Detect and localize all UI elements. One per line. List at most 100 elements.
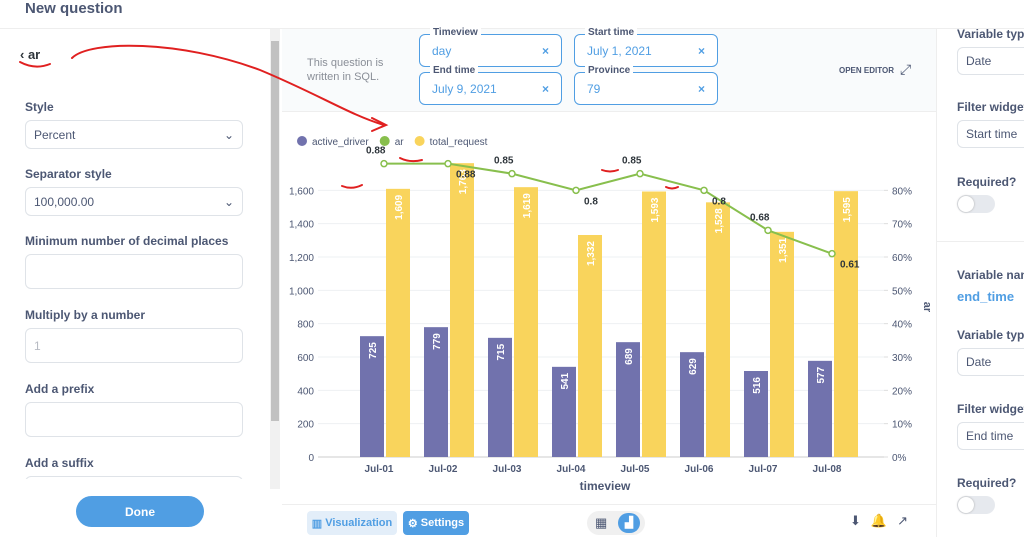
toolbar: This question is written in SQL. Timevie… (282, 27, 937, 112)
chart-icon[interactable]: ▟ (618, 513, 640, 533)
point-label: 0.85 (622, 156, 642, 167)
y-tick-label: 600 (297, 353, 314, 364)
legend-label: total_request (430, 137, 488, 148)
scrollbar (270, 29, 280, 489)
field-label: Filter widget label (957, 402, 1024, 416)
y-tick-label: 400 (297, 386, 314, 397)
filter[interactable]: End time July 9, 2021 × (419, 65, 562, 105)
sql-note: This question is written in SQL. (307, 57, 384, 83)
bar (808, 360, 832, 457)
bar (680, 352, 704, 457)
y2-axis-label: ar (921, 302, 933, 313)
y2-tick-label: 40% (892, 320, 912, 331)
field-label: Add a suffix (25, 456, 94, 470)
dropdown[interactable]: 100,000.00 ⌄ (25, 187, 243, 216)
y2-tick-label: 80% (892, 186, 912, 197)
point-label: 0.68 (750, 212, 770, 223)
point-label: 0.88 (366, 146, 386, 157)
bar-label: 1,763 (458, 169, 469, 194)
bar (552, 366, 576, 457)
right-panel: Variable type Date Filter widget label S… (937, 29, 1024, 537)
bar (386, 188, 410, 457)
field-label: Style (25, 100, 54, 114)
input[interactable]: End time (957, 422, 1024, 450)
legend-label: ar (395, 137, 405, 148)
action-icons[interactable]: ⬇🔔↗ (850, 513, 918, 528)
x-tick-label: Jul-07 (749, 464, 778, 475)
dropdown[interactable]: Date (957, 348, 1024, 376)
bar (488, 337, 512, 457)
divider (936, 29, 937, 537)
bar-label: 629 (688, 358, 699, 375)
table-icon[interactable]: ▦ (595, 515, 608, 530)
filter-value: July 9, 2021 (432, 81, 497, 96)
y2-tick-label: 50% (892, 286, 912, 297)
field-label: Separator style (25, 167, 112, 181)
y-tick-label: 1,000 (289, 286, 314, 297)
chart: 0 200 400 600 800 1,000 1,200 1,400 1,600 0% 10% 20… (289, 136, 933, 493)
point (764, 226, 772, 235)
button-label: Settings (420, 517, 465, 529)
field-label: Variable name (957, 268, 1024, 282)
y2-tick-label: 20% (892, 386, 912, 397)
bar-label: 1,528 (714, 208, 725, 233)
visualization-button[interactable]: ▥ Visualization (307, 511, 397, 535)
y-tick-label: 1,200 (289, 253, 314, 264)
input[interactable] (25, 254, 243, 289)
dropdown[interactable]: Percent ⌄ (25, 120, 243, 149)
back-button[interactable]: ‹ ar (20, 47, 41, 62)
x-tick-label: Jul-02 (429, 464, 458, 475)
toggle[interactable] (957, 195, 995, 213)
bar-label: 1,332 (586, 241, 597, 266)
input-value: End time (966, 429, 1014, 443)
y2-tick-label: 10% (892, 420, 912, 431)
x-tick-label: Jul-03 (493, 464, 522, 475)
scroll-thumb[interactable] (271, 41, 279, 421)
filter[interactable]: Start time July 1, 2021 × (574, 27, 718, 67)
input[interactable]: 1 (25, 328, 243, 363)
dropdown[interactable]: Date (957, 47, 1024, 75)
x-tick-label: Jul-08 (813, 464, 842, 475)
settings-button[interactable]: ⚙ Settings (403, 511, 469, 535)
dropdown-value: Percent (34, 127, 76, 142)
point (828, 249, 836, 258)
input[interactable]: Start time (957, 120, 1024, 148)
dropdown-value: Date (966, 355, 992, 369)
point-label: 0.8 (584, 196, 598, 207)
bar-label: 541 (560, 372, 571, 389)
filter-value: July 1, 2021 (587, 43, 652, 58)
bar-label: 1,609 (394, 194, 405, 219)
left-panel: ‹ ar Style Percent ⌄ Separator style 100,… (0, 29, 270, 537)
done-button[interactable]: Done (76, 496, 204, 527)
y2-tick-label: 60% (892, 253, 912, 264)
field-label: Multiply by a number (25, 308, 146, 322)
filter-label: Start time (585, 27, 638, 38)
y2-tick-label: 30% (892, 353, 912, 364)
point-label: 0.85 (494, 156, 514, 167)
toggle[interactable] (957, 496, 995, 514)
field-label: Filter widget label (957, 100, 1024, 114)
title: New question (25, 0, 123, 17)
variable-name: end_time (957, 289, 1015, 304)
filter[interactable]: Timeview day × (419, 27, 562, 67)
filter-value: 79 (587, 81, 601, 96)
bar-label: 516 (752, 377, 763, 394)
field-label: Add a prefix (25, 382, 95, 396)
point (380, 159, 388, 168)
point-label: 0.61 (840, 260, 860, 271)
filter[interactable]: Province 79 × (574, 65, 718, 105)
input[interactable] (25, 402, 243, 437)
legend-label: active_driver (312, 137, 369, 148)
field-label: Required? (957, 175, 1017, 189)
legend-marker (414, 136, 425, 146)
header: New question (0, 0, 1024, 29)
x-axis-label: timeview (580, 479, 631, 493)
x-tick-label: Jul-05 (621, 464, 650, 475)
field-label: Variable type (957, 29, 1024, 41)
y-tick-label: 1,400 (289, 220, 314, 231)
open-editor[interactable]: OPEN EDITOR (839, 66, 894, 75)
expand-icon[interactable]: ⤢ (900, 61, 912, 77)
bar-label: 577 (816, 366, 827, 383)
x-tick-label: Jul-04 (557, 464, 586, 475)
